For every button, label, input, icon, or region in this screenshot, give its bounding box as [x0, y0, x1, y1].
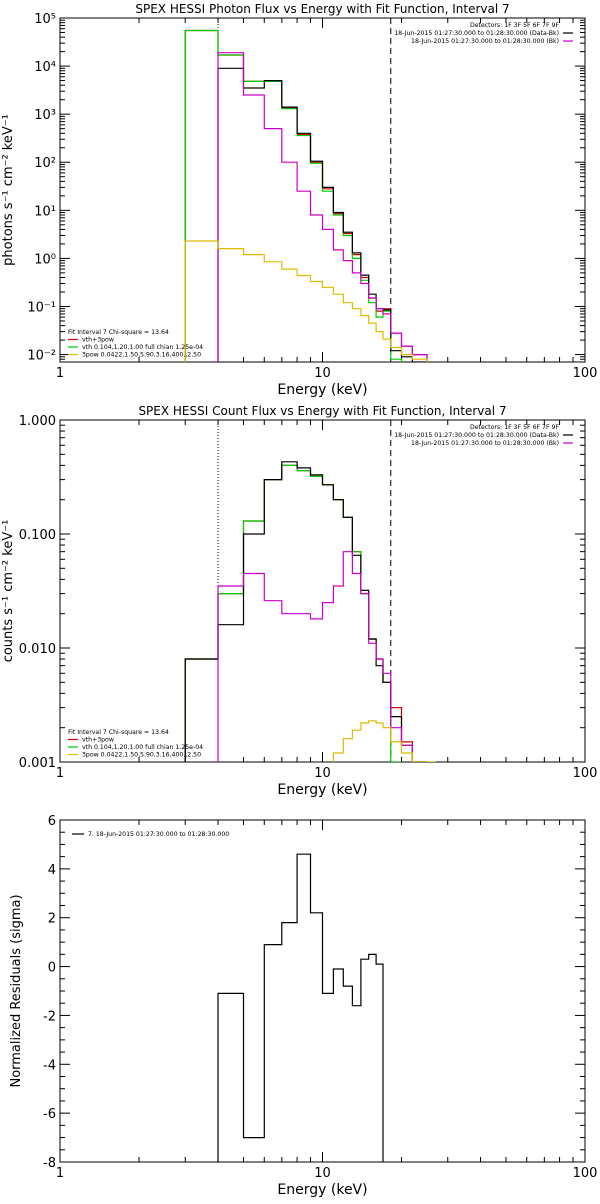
- y-tick-label: 0: [48, 961, 56, 976]
- x-tick-label: 1: [56, 366, 64, 381]
- y-axis-label: counts s⁻¹ cm⁻² keV⁻¹: [1, 520, 16, 663]
- y-tick-label: 10⁰: [34, 252, 56, 267]
- legend-bottom-text: Fit Interval 7 Chi-square = 13.64: [68, 329, 169, 336]
- y-tick-label: 1.000: [19, 414, 56, 429]
- y-tick-label: 0.001: [19, 756, 56, 771]
- chart-title: SPEX HESSI Count Flux vs Energy with Fit…: [138, 404, 506, 418]
- legend-text: 7. 18-Jun-2015 01:27:30.000 to 01:28:30.…: [88, 831, 229, 838]
- series-line-1: [217, 853, 384, 1162]
- legend-bottom-text: 3pow 0.0422,1.50,5.90,3.16,400.,2.50: [82, 752, 201, 759]
- x-tick-label: 100: [573, 366, 598, 381]
- legend-top-text: 18-Jun-2015 01:27:30.000 to 01:28:30.000…: [411, 38, 559, 45]
- x-tick-label: 10: [314, 366, 331, 381]
- y-tick-label: 10³: [34, 108, 56, 123]
- y-axis-label: Normalized Residuals (sigma): [9, 894, 24, 1087]
- y-tick-label: 10¹: [34, 204, 56, 219]
- x-tick-label: 1: [56, 1166, 64, 1181]
- y-tick-label: 10²: [34, 156, 56, 171]
- y-tick-label: 10⁴: [34, 60, 56, 75]
- y-tick-label: -8: [43, 1156, 56, 1171]
- series-line-5: [184, 240, 428, 362]
- series-line-5: [332, 720, 436, 762]
- legend-bottom-text: vth 0.104,1.20,1.00 full chian 1.25e-04: [82, 744, 203, 751]
- x-tick-label: 100: [573, 766, 598, 781]
- series-line-2: [184, 29, 403, 362]
- legend-top-text: 18-Jun-2015 01:27:30.000 to 01:28:30.000…: [411, 440, 559, 447]
- legend-bottom-text: vth+3pow: [82, 737, 114, 744]
- legend-top-text: Detectors: 1F 3F 5F 6F 7F 9F: [470, 22, 559, 29]
- x-tick-label: 100: [573, 1166, 598, 1181]
- y-tick-label: 4: [48, 863, 56, 878]
- series-group: [217, 853, 384, 1162]
- series-group: [184, 29, 428, 362]
- legend-bottom-text: vth 0.104,1.20,1.00 full chian 1.25e-04: [82, 344, 203, 351]
- x-tick-label: 10: [314, 1166, 331, 1181]
- series-line-4: [217, 551, 427, 762]
- legend-top-text: 18-Jun-2015 01:27:30.000 to 01:28:30.000…: [394, 432, 559, 439]
- y-axis-label: photons s⁻¹ cm⁻² keV⁻¹: [1, 114, 16, 266]
- series-group: [184, 461, 436, 762]
- y-tick-label: -2: [43, 1009, 56, 1024]
- series-line-4: [217, 52, 428, 362]
- chart-1: SPEX HESSI Photon Flux vs Energy with Fi…: [1, 2, 597, 398]
- y-tick-label: 0.100: [19, 528, 56, 543]
- legend-bottom-text: vth+3pow: [82, 337, 114, 344]
- x-axis-label: Energy (keV): [277, 1182, 367, 1198]
- y-tick-label: -6: [43, 1107, 56, 1122]
- x-axis-label: Energy (keV): [277, 382, 367, 398]
- chart-2: SPEX HESSI Count Flux vs Energy with Fit…: [1, 404, 597, 798]
- chart-3: 1 10 100 Energy (keV) -8 -6 -4 -2 0 2 4 6 Normalized…: [9, 814, 597, 1198]
- legend-top-text: Detectors: 1F 3F 5F 6F 7F 9F: [470, 424, 559, 431]
- chart-title: SPEX HESSI Photon Flux vs Energy with Fi…: [135, 2, 509, 16]
- y-tick-label: 6: [48, 814, 56, 829]
- y-tick-label: -4: [43, 1058, 56, 1073]
- x-tick-label: 1: [56, 766, 64, 781]
- plot-frame: [59, 419, 586, 763]
- legend-bottom-text: Fit Interval 7 Chi-square = 13.64: [68, 729, 169, 736]
- legend-top-text: 18-Jun-2015 01:27:30.000 to 01:28:30.000…: [394, 30, 559, 37]
- y-tick-label: 10⁻¹: [27, 300, 56, 315]
- y-tick-label: 10⁻²: [27, 349, 56, 364]
- y-tick-label: 2: [48, 912, 56, 927]
- y-tick-label: 0.010: [19, 642, 56, 657]
- x-tick-label: 10: [314, 766, 331, 781]
- x-axis-label: Energy (keV): [277, 782, 367, 798]
- legend-bottom-text: 3pow 0.0422,1.50,5.90,3.16,400.,2.50: [82, 352, 201, 359]
- y-tick-label: 10⁵: [34, 12, 56, 27]
